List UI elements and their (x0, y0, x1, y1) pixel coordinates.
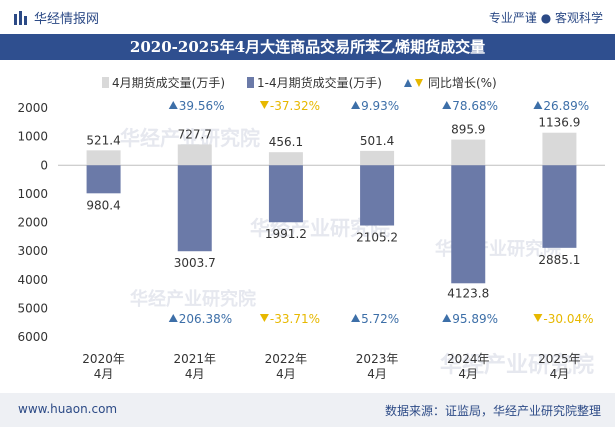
brand: 华经情报网 (14, 8, 99, 27)
watermark-text: 华经产业研究院 (130, 288, 256, 310)
cumulative-growth-label: 5.72% (361, 312, 399, 326)
x-tick-label: 4月 (185, 367, 205, 381)
up-triangle-icon (533, 101, 543, 109)
april-volume-label: 456.1 (269, 135, 303, 149)
x-axis: 2020年4月2021年4月2022年4月2023年4月2024年4月2025年… (82, 352, 580, 381)
y-tick-label: 6000 (17, 330, 48, 344)
april-volume-bar (451, 139, 486, 166)
growth-labels: 39.56% -37.32% 9.93% 78.68% 26.89% 206.38% -33… (168, 99, 594, 326)
title-bar: 2020-2025年4月大连商品交易所苯乙烯期货成交量 (0, 34, 615, 60)
legend: 4月期货成交量(万手) 1-4月期货成交量(万手) 同比增长(%) (102, 75, 497, 90)
x-tick-label: 2022年 (265, 352, 308, 366)
x-tick-label: 2020年 (82, 352, 125, 366)
footer-source: 数据来源：证监局，华经产业研究院整理 (384, 404, 601, 418)
legend-label: 同比增长(%) (428, 76, 497, 90)
brand-logo-icon (14, 10, 27, 25)
cumulative-volume-label: 980.4 (86, 198, 120, 212)
cumulative-volume-label: 3003.7 (174, 256, 216, 270)
legend-label: 1-4月期货成交量(万手) (257, 75, 382, 90)
x-tick-label: 4月 (458, 367, 478, 381)
legend-swatch (102, 77, 109, 88)
y-tick-label: 5000 (17, 301, 48, 315)
cumulative-volume-bar (542, 165, 577, 248)
footer-website: www.huaon.com (18, 402, 118, 416)
cumulative-volume-bar (268, 165, 303, 223)
y-tick-label: 1000 (17, 187, 48, 201)
cumulative-volume-label: 2105.2 (356, 231, 398, 245)
cumulative-growth-label: 95.89% (452, 312, 498, 326)
down-triangle-icon (259, 101, 269, 109)
legend-label: 4月期货成交量(万手) (112, 75, 225, 90)
cumulative-volume-bar (451, 165, 486, 284)
april-volume-label: 895.9 (451, 123, 485, 137)
top-bar: 华经情报网 专业严谨 ● 客观科学 (0, 0, 615, 34)
x-tick-label: 4月 (550, 367, 570, 381)
april-volume-bar (542, 132, 577, 166)
y-tick-label: 2000 (17, 101, 48, 115)
april-growth-label: -37.32% (270, 99, 320, 113)
bars (86, 132, 577, 284)
cumulative-volume-bar (360, 165, 395, 226)
x-tick-label: 2024年 (447, 352, 490, 366)
y-tick-label: 1000 (17, 130, 48, 144)
april-volume-label: 521.4 (86, 133, 120, 147)
april-growth-label: 78.68% (452, 99, 498, 113)
up-triangle-icon (168, 101, 178, 109)
april-volume-bar (360, 150, 395, 166)
down-triangle-icon (533, 314, 543, 322)
april-volume-label: 501.4 (360, 134, 394, 148)
legend-swatch (247, 77, 254, 88)
up-triangle-icon (442, 314, 452, 322)
cumulative-volume-bar (177, 165, 212, 252)
x-tick-label: 4月 (367, 367, 387, 381)
cumulative-growth-label: -33.71% (270, 312, 320, 326)
april-volume-bar (268, 152, 303, 166)
cumulative-growth-label: 206.38% (179, 312, 232, 326)
y-tick-label: 2000 (17, 216, 48, 230)
y-tick-label: 4000 (17, 273, 48, 287)
cumulative-volume-label: 2885.1 (538, 253, 580, 267)
up-triangle-icon (442, 101, 452, 109)
chart-title: 2020-2025年4月大连商品交易所苯乙烯期货成交量 (129, 38, 486, 56)
y-tick-label: 0 (40, 158, 48, 172)
cumulative-volume-label: 1991.2 (265, 227, 307, 241)
april-volume-bar (86, 150, 121, 166)
up-triangle-icon (351, 101, 361, 109)
cumulative-volume-label: 4123.8 (447, 286, 489, 300)
april-growth-label: 9.93% (361, 99, 399, 113)
slogan: 专业严谨 ● 客观科学 (488, 11, 603, 25)
april-volume-bar (177, 144, 212, 166)
legend-up-triangle-icon (403, 79, 412, 87)
april-growth-label: 26.89% (543, 99, 589, 113)
april-growth-label: 39.56% (179, 99, 225, 113)
y-axis: 2000 1000 0 1000 2000 3000 4000 5000 6000 (17, 101, 605, 344)
x-tick-label: 2025年 (538, 352, 581, 366)
april-volume-label: 727.7 (178, 127, 212, 141)
cumulative-volume-bar (86, 165, 121, 194)
cumulative-growth-label: -30.04% (543, 312, 593, 326)
x-tick-label: 2021年 (173, 352, 216, 366)
legend-down-triangle-icon (414, 79, 423, 87)
x-tick-label: 4月 (94, 367, 114, 381)
y-tick-label: 3000 (17, 244, 48, 258)
brand-name: 华经情报网 (34, 12, 100, 27)
x-tick-label: 2023年 (356, 352, 399, 366)
x-tick-label: 4月 (276, 367, 296, 381)
footer: www.huaon.com 数据来源：证监局，华经产业研究院整理 (0, 393, 615, 427)
down-triangle-icon (259, 314, 269, 322)
up-triangle-icon (351, 314, 361, 322)
april-volume-label: 1136.9 (538, 116, 580, 130)
watermark-text: 华经产业研究院 (440, 352, 594, 378)
up-triangle-icon (168, 314, 178, 322)
data-labels: 521.4 727.7 456.1 501.4 895.9 1136.9 980.4 3003… (86, 116, 580, 301)
